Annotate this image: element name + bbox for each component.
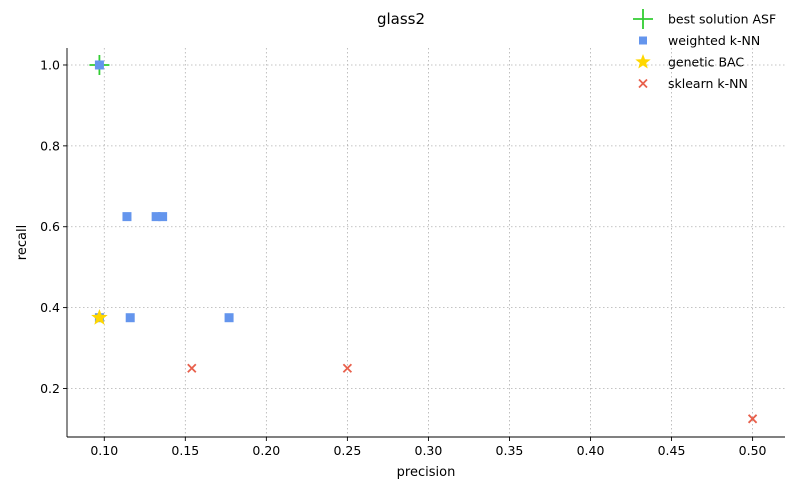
legend-marker <box>639 36 647 45</box>
axes-spines <box>66 48 785 438</box>
legend-label: best solution ASF <box>668 12 776 27</box>
series-sklearn-k-nn <box>187 363 758 424</box>
data-point <box>187 363 197 373</box>
data-point <box>91 309 108 325</box>
x-tick-label: 0.25 <box>333 443 361 458</box>
y-tick-label: 0.4 <box>40 300 60 315</box>
legend-label: genetic BAC <box>668 55 744 70</box>
grid-layer <box>67 48 785 437</box>
marker-stroke <box>187 363 197 373</box>
legend-item: sklearn k-NN <box>638 76 748 91</box>
data-point <box>94 60 104 70</box>
x-tick-label: 0.35 <box>496 443 524 458</box>
y-tick-label: 0.6 <box>40 219 60 234</box>
legend: best solution ASF weighted k-NN genetic BA… <box>633 9 776 91</box>
x-tick-label: 0.50 <box>739 443 767 458</box>
data-point <box>158 212 168 222</box>
y-axis-label: recall <box>15 225 30 260</box>
marker-stroke <box>747 414 758 424</box>
series-weighted-k-nn <box>94 60 234 323</box>
series-genetic-bac <box>91 309 108 325</box>
x-tick-label: 0.40 <box>577 443 605 458</box>
legend-item: weighted k-NN <box>639 33 760 48</box>
x-tick-label: 0.30 <box>415 443 443 458</box>
y-tick-label: 1.0 <box>40 57 60 72</box>
data-point <box>125 313 135 323</box>
y-tick-label: 0.2 <box>40 381 60 396</box>
legend-item: genetic BAC <box>635 53 744 70</box>
data-points <box>89 54 758 424</box>
data-point <box>151 212 161 222</box>
axis-ticks: 0.10 0.15 0.20 0.25 0.30 0.35 0.40 0.45 0.50 0.2 0… <box>40 57 766 458</box>
x-axis-label: precision <box>397 465 456 480</box>
marker-stroke <box>638 78 648 89</box>
x-tick-label: 0.45 <box>658 443 686 458</box>
y-tick-label: 0.8 <box>40 138 60 153</box>
legend-label: weighted k-NN <box>668 33 760 48</box>
chart-title: glass2 <box>377 10 425 28</box>
legend-item: best solution ASF <box>633 9 776 29</box>
legend-label: sklearn k-NN <box>668 76 748 91</box>
data-point <box>224 313 234 323</box>
x-tick-label: 0.20 <box>252 443 280 458</box>
data-point <box>122 212 132 222</box>
data-point <box>342 363 353 373</box>
x-tick-label: 0.10 <box>90 443 118 458</box>
x-tick-label: 0.15 <box>171 443 199 458</box>
marker-stroke <box>342 363 353 373</box>
legend-marker <box>635 53 651 69</box>
legend-marker <box>633 9 653 29</box>
data-point <box>747 414 758 424</box>
legend-marker <box>638 78 648 89</box>
